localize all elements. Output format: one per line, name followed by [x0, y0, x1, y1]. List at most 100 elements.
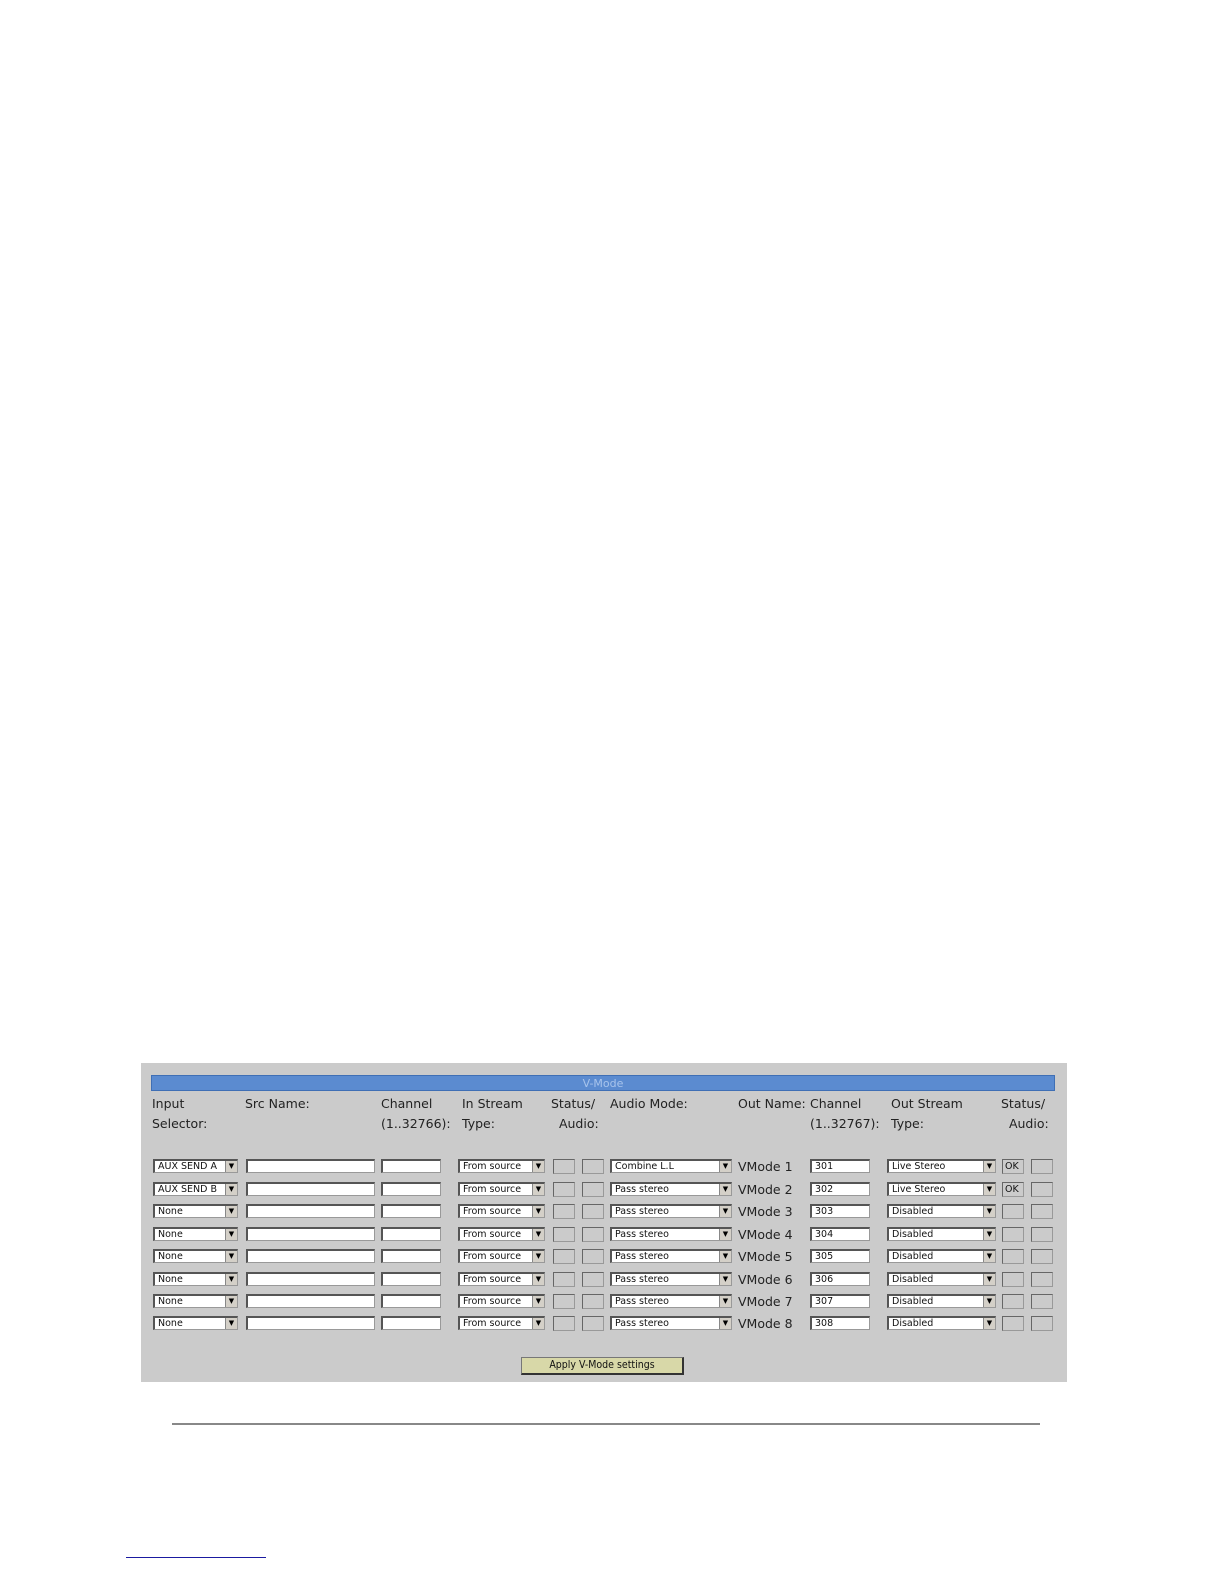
audio-mode-dropdown[interactable]: Pass stereo ▼ [610, 1294, 732, 1308]
chevron-down-icon[interactable]: ▼ [719, 1296, 731, 1307]
out-stream-type-dropdown[interactable]: Disabled ▼ [887, 1249, 996, 1263]
src-name-input[interactable] [246, 1159, 375, 1173]
input-selector-dropdown[interactable]: AUX SEND A ▼ [153, 1159, 238, 1173]
in-stream-type-dropdown[interactable]: From source ▼ [458, 1316, 545, 1330]
input-selector-dropdown[interactable]: None ▼ [153, 1249, 238, 1263]
out-name-label: VMode 6 [738, 1272, 793, 1287]
src-name-input[interactable] [246, 1204, 375, 1218]
chevron-down-icon[interactable]: ▼ [983, 1251, 995, 1262]
src-name-input[interactable] [246, 1316, 375, 1330]
chevron-down-icon[interactable]: ▼ [983, 1184, 995, 1195]
in-channel-input[interactable] [381, 1204, 441, 1218]
chevron-down-icon[interactable]: ▼ [532, 1274, 544, 1285]
chevron-down-icon[interactable]: ▼ [225, 1206, 237, 1217]
chevron-down-icon[interactable]: ▼ [983, 1161, 995, 1172]
field-value: Disabled [892, 1206, 934, 1217]
in-audio-indicator [582, 1227, 604, 1242]
in-stream-type-dropdown[interactable]: From source ▼ [458, 1204, 545, 1218]
chevron-down-icon[interactable]: ▼ [225, 1251, 237, 1262]
chevron-down-icon[interactable]: ▼ [719, 1161, 731, 1172]
field-value: None [158, 1318, 183, 1329]
out-channel-input[interactable]: 302 [810, 1182, 870, 1196]
in-stream-type-dropdown[interactable]: From source ▼ [458, 1249, 545, 1263]
chevron-down-icon[interactable]: ▼ [225, 1229, 237, 1240]
src-name-input[interactable] [246, 1227, 375, 1241]
out-channel-input[interactable]: 308 [810, 1316, 870, 1330]
audio-mode-dropdown[interactable]: Pass stereo ▼ [610, 1227, 732, 1241]
chevron-down-icon[interactable]: ▼ [532, 1206, 544, 1217]
in-stream-type-dropdown[interactable]: From source ▼ [458, 1227, 545, 1241]
out-stream-type-dropdown[interactable]: Disabled ▼ [887, 1227, 996, 1241]
in-stream-type-dropdown[interactable]: From source ▼ [458, 1272, 545, 1286]
field-value: Disabled [892, 1251, 934, 1262]
in-channel-input[interactable] [381, 1227, 441, 1241]
out-channel-input[interactable]: 306 [810, 1272, 870, 1286]
chevron-down-icon[interactable]: ▼ [532, 1318, 544, 1329]
chevron-down-icon[interactable]: ▼ [983, 1206, 995, 1217]
audio-mode-dropdown[interactable]: Pass stereo ▼ [610, 1272, 732, 1286]
audio-mode-dropdown[interactable]: Combine L.L ▼ [610, 1159, 732, 1173]
input-selector-dropdown[interactable]: None ▼ [153, 1316, 238, 1330]
out-audio-indicator [1031, 1249, 1053, 1264]
footnote-link-underline[interactable] [126, 1557, 266, 1558]
chevron-down-icon[interactable]: ▼ [225, 1184, 237, 1195]
out-channel-input[interactable]: 305 [810, 1249, 870, 1263]
out-stream-type-dropdown[interactable]: Live Stereo ▼ [887, 1159, 996, 1173]
audio-mode-dropdown[interactable]: Pass stereo ▼ [610, 1249, 732, 1263]
chevron-down-icon[interactable]: ▼ [983, 1318, 995, 1329]
in-stream-type-dropdown[interactable]: From source ▼ [458, 1182, 545, 1196]
in-stream-type-dropdown[interactable]: From source ▼ [458, 1294, 545, 1308]
input-selector-dropdown[interactable]: None ▼ [153, 1204, 238, 1218]
audio-mode-dropdown[interactable]: Pass stereo ▼ [610, 1316, 732, 1330]
audio-mode-dropdown[interactable]: Pass stereo ▼ [610, 1182, 732, 1196]
out-channel-input[interactable]: 307 [810, 1294, 870, 1308]
out-stream-type-dropdown[interactable]: Disabled ▼ [887, 1294, 996, 1308]
in-channel-input[interactable] [381, 1249, 441, 1263]
input-selector-dropdown[interactable]: AUX SEND B ▼ [153, 1182, 238, 1196]
input-selector-dropdown[interactable]: None ▼ [153, 1272, 238, 1286]
src-name-input[interactable] [246, 1294, 375, 1308]
out-stream-type-dropdown[interactable]: Disabled ▼ [887, 1204, 996, 1218]
out-channel-input[interactable]: 304 [810, 1227, 870, 1241]
chevron-down-icon[interactable]: ▼ [719, 1274, 731, 1285]
out-stream-type-dropdown[interactable]: Live Stereo ▼ [887, 1182, 996, 1196]
chevron-down-icon[interactable]: ▼ [532, 1251, 544, 1262]
out-channel-input[interactable]: 301 [810, 1159, 870, 1173]
out-stream-type-dropdown[interactable]: Disabled ▼ [887, 1316, 996, 1330]
chevron-down-icon[interactable]: ▼ [983, 1296, 995, 1307]
chevron-down-icon[interactable]: ▼ [719, 1229, 731, 1240]
chevron-down-icon[interactable]: ▼ [719, 1206, 731, 1217]
chevron-down-icon[interactable]: ▼ [719, 1184, 731, 1195]
src-name-input[interactable] [246, 1182, 375, 1196]
in-channel-input[interactable] [381, 1316, 441, 1330]
chevron-down-icon[interactable]: ▼ [532, 1296, 544, 1307]
header-in-stream-type: In Stream Type: [462, 1096, 523, 1131]
chevron-down-icon[interactable]: ▼ [225, 1318, 237, 1329]
chevron-down-icon[interactable]: ▼ [719, 1251, 731, 1262]
field-value: Pass stereo [615, 1296, 669, 1307]
chevron-down-icon[interactable]: ▼ [532, 1229, 544, 1240]
chevron-down-icon[interactable]: ▼ [532, 1184, 544, 1195]
field-value: Pass stereo [615, 1206, 669, 1217]
apply-v-mode-settings-button[interactable]: Apply V-Mode settings [521, 1357, 684, 1375]
in-channel-input[interactable] [381, 1182, 441, 1196]
chevron-down-icon[interactable]: ▼ [719, 1318, 731, 1329]
out-stream-type-dropdown[interactable]: Disabled ▼ [887, 1272, 996, 1286]
chevron-down-icon[interactable]: ▼ [225, 1296, 237, 1307]
out-channel-input[interactable]: 303 [810, 1204, 870, 1218]
in-channel-input[interactable] [381, 1159, 441, 1173]
audio-mode-dropdown[interactable]: Pass stereo ▼ [610, 1204, 732, 1218]
chevron-down-icon[interactable]: ▼ [225, 1274, 237, 1285]
in-channel-input[interactable] [381, 1272, 441, 1286]
chevron-down-icon[interactable]: ▼ [532, 1161, 544, 1172]
input-selector-dropdown[interactable]: None ▼ [153, 1294, 238, 1308]
in-stream-type-dropdown[interactable]: From source ▼ [458, 1159, 545, 1173]
chevron-down-icon[interactable]: ▼ [225, 1161, 237, 1172]
src-name-input[interactable] [246, 1249, 375, 1263]
chevron-down-icon[interactable]: ▼ [983, 1274, 995, 1285]
out-audio-indicator [1031, 1227, 1053, 1242]
src-name-input[interactable] [246, 1272, 375, 1286]
in-channel-input[interactable] [381, 1294, 441, 1308]
input-selector-dropdown[interactable]: None ▼ [153, 1227, 238, 1241]
chevron-down-icon[interactable]: ▼ [983, 1229, 995, 1240]
